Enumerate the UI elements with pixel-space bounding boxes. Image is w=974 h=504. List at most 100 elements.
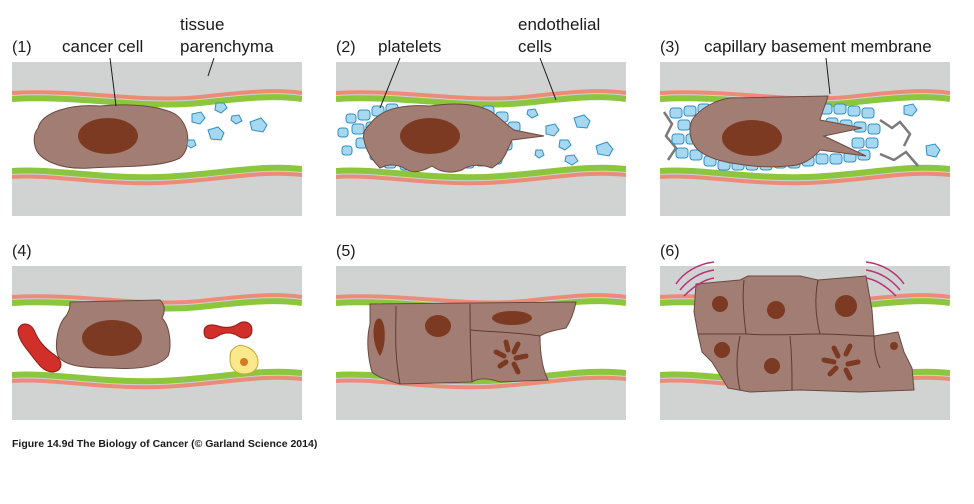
panel-number-1: (1) [12, 39, 32, 56]
basement-membrane-top [12, 89, 302, 101]
signal-arc [865, 269, 901, 291]
platelet [558, 139, 572, 151]
nucleus [714, 342, 730, 358]
basement-membrane-bottom [336, 375, 626, 390]
chromosome [511, 341, 521, 355]
nucleus [400, 118, 460, 154]
fibrin-strand [879, 118, 912, 147]
platelet [186, 139, 197, 149]
platelet [207, 126, 225, 141]
mitotic-chromosomes [493, 339, 529, 375]
chromosome [493, 349, 507, 359]
panel-number-4: (4) [12, 243, 32, 260]
basement-membrane-bottom [336, 171, 626, 186]
leader-tissue [207, 57, 215, 77]
platelet [345, 113, 357, 124]
endothelium-bottom [336, 164, 626, 181]
signal-arc [675, 261, 715, 285]
panel-6: (6) [660, 243, 950, 420]
cell-borders [395, 303, 541, 385]
panel-5: (5) [336, 243, 626, 420]
platelet [573, 114, 591, 129]
cell-border [742, 279, 747, 335]
chromosome [503, 339, 511, 353]
chromosome [497, 359, 509, 369]
platelets-group [669, 103, 881, 171]
platelet [683, 105, 697, 117]
endothelium-bottom [12, 368, 302, 385]
panel-2: (2) [336, 15, 626, 216]
white-cell-nucleus [240, 358, 248, 366]
signal-arc [679, 269, 715, 291]
figure-caption: Figure 14.9d The Biology of Cancer (© Ga… [12, 438, 317, 450]
signal-arc [865, 277, 897, 297]
free-platelets [526, 108, 614, 166]
platelet [865, 137, 879, 149]
chromosome [843, 367, 853, 381]
platelet [534, 149, 545, 159]
platelet [689, 149, 703, 161]
basement-membrane-bottom [660, 171, 950, 186]
nucleus [373, 318, 385, 356]
label-cells: cells [518, 37, 552, 56]
platelet [851, 137, 865, 149]
nucleus [764, 358, 780, 374]
signal-arc [683, 277, 715, 297]
platelet [677, 119, 691, 131]
endothelium-bottom [336, 368, 626, 385]
basement-membrane-top [336, 293, 626, 305]
chromosome [845, 359, 861, 367]
cell-border [789, 335, 793, 391]
cell-border [395, 305, 401, 385]
nucleus [712, 296, 728, 312]
label-tissue: tissue [180, 15, 224, 34]
cell-border [873, 335, 881, 369]
signal-arc [865, 261, 905, 285]
platelet [214, 102, 228, 114]
basement-membrane-top [660, 89, 950, 101]
platelet [526, 108, 539, 119]
platelet [829, 153, 843, 165]
basement-membrane-top [336, 89, 626, 101]
panel-1: (1) cancer cell tissue parenchyma [12, 15, 302, 216]
nucleus [767, 301, 785, 319]
mitotic-chromosomes [821, 343, 861, 381]
endothelium-bottom [660, 164, 950, 181]
fibrin-strands [662, 111, 919, 167]
chromosome [511, 361, 521, 375]
nucleus [890, 342, 898, 350]
platelet [815, 153, 829, 165]
basement-membrane-top [12, 293, 302, 305]
platelet [847, 105, 861, 117]
leader-basement-membrane [825, 57, 831, 95]
nucleus [425, 315, 451, 337]
label-basement-membrane: capillary basement membrane [704, 37, 932, 56]
platelet [595, 141, 614, 157]
signal-arcs-left [675, 261, 715, 297]
panel-number-6: (6) [660, 243, 680, 260]
red-blood-cell [17, 323, 62, 373]
label-cancer-cell: cancer cell [62, 37, 143, 56]
platelet [833, 103, 847, 115]
platelet [861, 107, 875, 119]
cell-border [469, 329, 541, 337]
label-endothelial: endothelial [518, 15, 600, 34]
cell-border [815, 279, 821, 335]
nucleus [835, 295, 857, 317]
cell-borders [698, 279, 881, 391]
platelet [351, 123, 365, 135]
platelets-group [186, 102, 268, 149]
label-platelets: platelets [378, 37, 441, 56]
chromosome [827, 365, 839, 377]
cell-border [469, 303, 473, 383]
platelet [191, 111, 206, 125]
nucleus [82, 320, 142, 356]
cell-border [736, 335, 741, 391]
leader-platelets [379, 57, 401, 109]
nucleus [722, 120, 782, 156]
leader-endothelial [539, 57, 557, 101]
panel-3: (3) [660, 37, 950, 216]
panel-number-5: (5) [336, 243, 356, 260]
platelet [671, 133, 685, 145]
